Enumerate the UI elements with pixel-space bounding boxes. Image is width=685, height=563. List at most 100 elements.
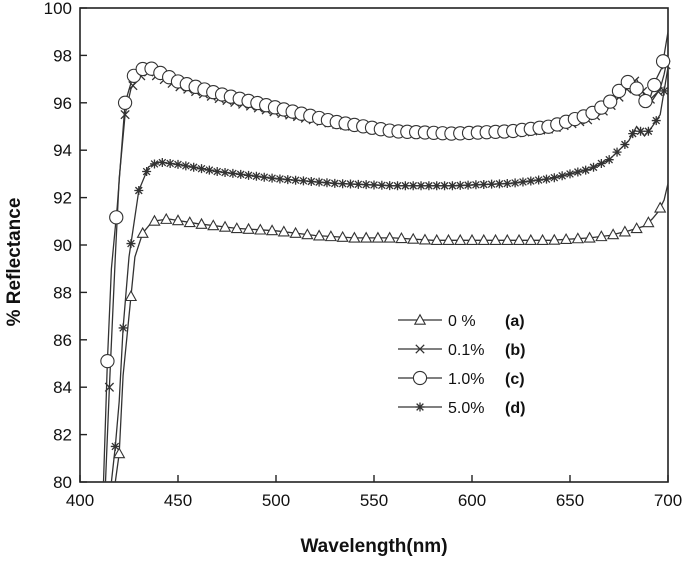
legend-item: 0 % (a) <box>398 313 525 330</box>
y-tick-label: 98 <box>53 46 72 65</box>
x-marker <box>128 80 138 91</box>
asterisk-marker <box>149 159 159 169</box>
series-c <box>100 31 671 483</box>
asterisk-marker <box>212 167 222 177</box>
circle-marker <box>412 370 428 386</box>
x-marker <box>415 344 425 354</box>
asterisk-marker <box>126 239 136 249</box>
legend-label: 0 % <box>448 313 476 330</box>
triangle-marker <box>571 232 584 244</box>
asterisk-marker <box>181 161 191 171</box>
y-tick-label: 90 <box>53 236 72 255</box>
triangle-marker <box>207 219 220 231</box>
triangle-marker <box>265 224 279 236</box>
triangle-marker <box>583 231 596 243</box>
asterisk-marker <box>353 179 363 189</box>
asterisk-marker <box>416 181 426 191</box>
y-axis: 80 82 84 86 88 90 92 94 96 98 100 <box>44 0 87 492</box>
legend-label: 0.1% <box>448 342 484 359</box>
asterisk-marker <box>471 180 481 190</box>
triangle-marker <box>512 233 526 245</box>
asterisk-marker <box>494 179 504 189</box>
triangle-marker <box>489 233 502 245</box>
asterisk-marker <box>369 180 379 190</box>
asterisk-marker <box>549 173 559 183</box>
asterisk-marker <box>322 178 332 188</box>
asterisk-marker <box>502 179 512 189</box>
triangle-marker <box>524 233 537 245</box>
triangle-marker <box>312 229 326 241</box>
triangle-marker <box>301 228 314 240</box>
asterisk-marker <box>581 165 591 175</box>
y-tick-label: 92 <box>53 189 72 208</box>
triangle-marker <box>218 220 232 232</box>
asterisk-marker <box>361 180 371 190</box>
circle-marker <box>655 54 671 69</box>
legend-label: 1.0% <box>448 371 484 388</box>
triangle-marker <box>124 290 138 302</box>
triangle-marker <box>371 231 385 243</box>
legend-label: 5.0% <box>448 400 484 417</box>
asterisk-marker <box>604 155 614 165</box>
asterisk-marker <box>267 173 277 183</box>
triangle-marker <box>183 216 196 228</box>
triangle-marker <box>536 233 549 245</box>
y-tick-label: 96 <box>53 94 72 113</box>
triangle-marker <box>148 214 161 226</box>
asterisk-marker <box>330 178 340 188</box>
asterisk-marker <box>510 178 520 188</box>
triangle-marker <box>195 217 208 229</box>
triangle-marker <box>324 230 338 242</box>
legend-item: 1.0% (c) <box>398 370 525 388</box>
x-marker <box>120 109 130 120</box>
asterisk-marker <box>659 86 669 96</box>
triangle-marker <box>336 230 349 242</box>
asterisk-marker <box>275 174 285 184</box>
asterisk-marker <box>385 181 395 191</box>
asterisk-marker <box>534 175 544 185</box>
asterisk-marker <box>157 158 167 168</box>
triangle-marker <box>242 222 255 234</box>
triangle-marker <box>630 222 643 234</box>
legend: 0 % (a) 0.1% (b) 1.0% (c) 5.0% (d) <box>398 313 525 417</box>
y-tick-label: 86 <box>53 331 72 350</box>
triangle-marker <box>254 223 267 235</box>
triangle-marker <box>442 233 455 245</box>
legend-tag: (a) <box>505 313 525 330</box>
triangle-marker <box>501 233 514 245</box>
triangle-marker <box>171 214 185 226</box>
x-axis: 400 450 500 550 600 650 700 <box>66 475 682 510</box>
triangle-marker <box>395 232 408 244</box>
asterisk-marker <box>197 164 207 174</box>
triangle-marker <box>465 233 479 245</box>
asterisk-marker <box>415 402 425 412</box>
triangle-marker <box>383 231 396 243</box>
asterisk-marker <box>463 180 473 190</box>
triangle-marker <box>548 233 561 245</box>
asterisk-marker <box>479 179 489 189</box>
asterisk-marker <box>589 162 599 172</box>
triangle-marker <box>559 232 573 245</box>
asterisk-marker <box>636 126 646 136</box>
circle-marker <box>603 94 618 109</box>
asterisk-marker <box>298 176 308 186</box>
triangle-marker <box>277 225 290 237</box>
asterisk-marker <box>628 129 638 139</box>
asterisk-marker <box>110 441 120 451</box>
x-tick-label: 550 <box>360 491 388 510</box>
asterisk-marker <box>541 174 551 184</box>
circle-marker <box>647 77 662 93</box>
asterisk-marker <box>612 147 622 157</box>
series-line <box>109 183 669 483</box>
x-tick-label: 450 <box>164 491 192 510</box>
triangle-marker <box>418 233 432 245</box>
triangle-marker <box>477 233 490 245</box>
triangle-marker <box>413 313 427 325</box>
triangle-marker <box>618 225 632 237</box>
circle-marker <box>117 95 133 110</box>
asterisk-marker <box>596 158 606 168</box>
legend-item: 5.0% (d) <box>398 400 525 417</box>
y-tick-label: 84 <box>53 378 72 397</box>
asterisk-marker <box>432 181 442 191</box>
